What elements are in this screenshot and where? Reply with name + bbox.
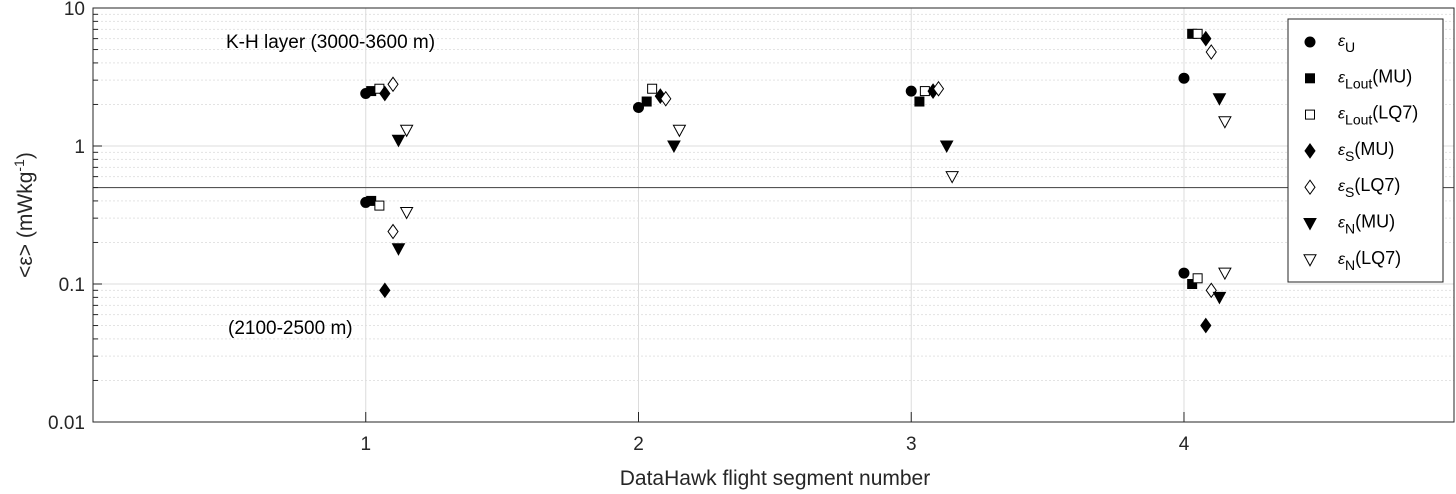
data-point-s1-1: [366, 195, 377, 206]
data-point-s5-4: [1212, 93, 1227, 106]
data-point-s6-2: [672, 124, 687, 138]
data-point-s6-4: [1218, 116, 1232, 129]
annotation-lower-layer: (2100-2500 m): [228, 318, 353, 339]
data-point-s0-5: [1178, 267, 1190, 279]
data-point-s6-1: [399, 206, 414, 220]
y-tick-label: 10: [64, 0, 85, 20]
data-point-s0-3: [905, 85, 917, 97]
legend-marker-2: [1305, 109, 1315, 120]
legend-label-3: εS(MU): [1338, 139, 1394, 164]
data-point-s2-2: [647, 83, 658, 94]
data-point-s1-5: [1187, 279, 1198, 289]
data-point-s3-5: [1200, 317, 1212, 334]
data-point-s5-1: [391, 243, 406, 256]
data-point-s5-3: [939, 140, 954, 154]
plot-frame: [92, 7, 1455, 423]
legend-label-4: εS(LQ7): [1338, 175, 1400, 200]
legend: εU εLout(MU) εLout(LQ7) εS(MU) εS(LQ7) εN(MU)…: [1287, 18, 1444, 283]
data-point-s5-5: [1212, 291, 1227, 305]
data-point-s4-2: [660, 90, 672, 107]
data-point-s5-0: [391, 134, 406, 148]
data-point-s0-4: [1178, 72, 1190, 84]
data-point-s5-2: [667, 140, 681, 154]
data-point-s6-5: [1218, 267, 1232, 281]
legend-label-0: εU: [1338, 33, 1355, 55]
legend-marker-5: [1303, 218, 1317, 231]
legend-marker-0: [1304, 36, 1316, 48]
tick-labels: 1 2 3 4 0.01 0.1 1 10: [48, 0, 1190, 455]
legend-label-6: εN(LQ7): [1338, 248, 1401, 273]
minor-grid: [93, 13, 1454, 381]
data-point-s4-3: [932, 80, 945, 97]
data-point-s2-1: [374, 200, 385, 211]
data-point-s2-4: [1192, 28, 1203, 39]
data-point-s3-1: [379, 282, 391, 299]
plot-area: [93, 8, 1454, 422]
y-tick-label: 1: [74, 137, 85, 158]
data-point-s6-3: [945, 171, 959, 184]
x-tick-label: 1: [360, 434, 371, 455]
data-point-s4-4: [1205, 44, 1217, 60]
data-point-s1-2: [641, 96, 652, 107]
axis-ticks: [93, 13, 1185, 423]
data-point-s4-0: [387, 76, 399, 93]
legend-label-1: εLout(MU): [1338, 66, 1412, 91]
legend-marker-6: [1303, 254, 1317, 267]
legend-marker-1: [1305, 73, 1315, 84]
data-point-s4-1: [387, 223, 399, 240]
data-point-s3-0: [379, 85, 391, 102]
x-tick-label: 4: [1179, 434, 1190, 455]
data-point-s1-0: [366, 86, 377, 97]
y-tick-label: 0.01: [48, 413, 85, 434]
x-tick-label: 2: [633, 434, 644, 455]
legend-marker-4: [1304, 179, 1316, 196]
data-point-s6-0: [399, 124, 414, 138]
legend-label-2: εLout(LQ7): [1338, 103, 1418, 128]
y-tick-label: 0.1: [59, 275, 85, 296]
data-point-s0-2: [632, 102, 644, 114]
data-point-s3-4: [1200, 30, 1212, 47]
data-markers: [360, 28, 1232, 334]
legend-label-5: εN(MU): [1338, 212, 1395, 237]
annotation-kh-layer: K-H layer (3000-3600 m): [226, 32, 435, 53]
data-point-s2-5: [1192, 273, 1203, 284]
legend-marker-3: [1304, 143, 1316, 159]
x-tick-label: 3: [906, 434, 917, 455]
data-point-s1-3: [914, 96, 925, 107]
x-axis-label: DataHawk flight segment number: [620, 467, 930, 490]
y-axis-label: <ε> (mWkg-1): [11, 152, 37, 278]
